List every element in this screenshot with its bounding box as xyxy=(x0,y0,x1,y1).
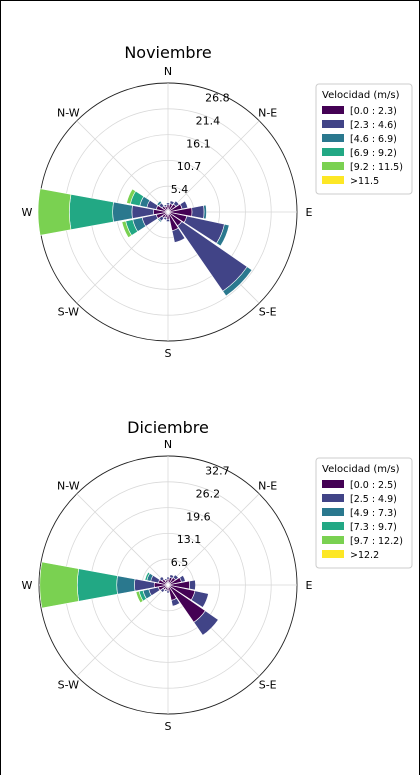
direction-label: N xyxy=(164,438,172,451)
windrose-bar xyxy=(163,578,168,582)
windrose-bar xyxy=(171,227,186,243)
legend-swatch xyxy=(322,522,344,530)
grid-spoke xyxy=(167,120,260,213)
windrose-bar xyxy=(112,201,133,223)
windrose-chart-1: Noviembre 5.4 10.7 16.1 21.4 26.8 N N-E E S-E S S-W… xyxy=(22,43,413,360)
grid-spoke xyxy=(167,493,260,586)
windrose-bar xyxy=(203,204,207,220)
windrose-bar xyxy=(135,590,144,604)
windrose-bar xyxy=(166,202,170,206)
direction-label: E xyxy=(306,579,313,592)
legend-swatch xyxy=(322,134,344,142)
legend: Velocidad (m/s) [0.0 : 2.5) [2.5 : 4.9) [4.… xyxy=(315,457,413,569)
ring-label: 16.1 xyxy=(186,137,211,150)
legend-label: [4.6 : 6.9) xyxy=(350,134,397,145)
ring-label: 32.7 xyxy=(205,465,230,478)
grid-spoke xyxy=(76,211,169,304)
windrose-bar xyxy=(179,200,189,210)
windrose-bar xyxy=(69,193,114,231)
ring-label: 21.4 xyxy=(196,114,221,127)
direction-label: S-W xyxy=(58,679,80,692)
windrose-bar xyxy=(163,204,168,208)
windrose-chart-2: Diciembre 6.5 13.1 19.6 26.2 32.7 N N-E E S-E S S-W… xyxy=(22,418,413,733)
legend-swatch xyxy=(322,480,344,488)
windrose-bar xyxy=(169,200,175,206)
direction-label: S-W xyxy=(58,306,80,319)
legend-label: >11.5 xyxy=(350,176,379,187)
windrose-bar xyxy=(222,266,253,297)
windrose-bar xyxy=(169,574,175,579)
direction-label: W xyxy=(22,206,33,219)
chart-title: Diciembre xyxy=(127,418,209,437)
grid-spoke xyxy=(76,493,169,586)
windrose-bar xyxy=(165,218,171,222)
legend-swatch xyxy=(322,176,344,184)
windrose-bar xyxy=(37,188,72,236)
legend-title: Velocidad (m/s) xyxy=(322,464,400,475)
windrose-bar xyxy=(166,590,170,594)
windrose-bar xyxy=(188,579,196,591)
ring-label: 26.8 xyxy=(205,92,230,105)
legend-label: [0.0 : 2.5) xyxy=(350,480,397,491)
legend-swatch xyxy=(322,120,344,128)
legend-swatch xyxy=(322,148,344,156)
direction-label: E xyxy=(306,206,313,219)
legend-swatch xyxy=(322,494,344,502)
windrose-bar xyxy=(156,200,163,207)
windrose-bar xyxy=(144,571,151,581)
legend-swatch xyxy=(322,550,344,558)
legend: Velocidad (m/s) [0.0 : 2.3) [2.3 : 4.6) [4.… xyxy=(315,83,413,195)
ring-label: 5.4 xyxy=(171,183,189,196)
legend-label: [2.5 : 4.9) xyxy=(350,494,397,505)
windrose-bar xyxy=(116,575,136,595)
windrose-bar xyxy=(159,576,165,582)
legend-label: [2.3 : 4.6) xyxy=(350,120,397,131)
direction-label: S xyxy=(165,347,172,360)
windrose-bar xyxy=(190,590,209,608)
windrose-bar xyxy=(170,597,181,607)
legend-label: [4.9 : 7.3) xyxy=(350,508,397,519)
direction-label: N-E xyxy=(258,106,277,119)
direction-label: N-E xyxy=(258,479,277,492)
windrose-bar xyxy=(157,217,163,223)
legend-swatch xyxy=(322,536,344,544)
legend-label: [0.0 : 2.3) xyxy=(350,106,397,117)
windrose-bar xyxy=(121,220,133,239)
grid-spoke xyxy=(76,584,169,677)
legend-label: [6.9 : 9.2) xyxy=(350,148,397,159)
chart-title: Noviembre xyxy=(124,43,211,62)
legend-swatch xyxy=(322,508,344,516)
grid-spoke xyxy=(76,120,169,213)
windrose-bar xyxy=(191,205,205,219)
windrose-bar xyxy=(179,574,186,583)
windrose-bar xyxy=(173,200,180,207)
legend-label: [9.7 : 12.2) xyxy=(350,536,403,547)
ring-label: 13.1 xyxy=(177,533,202,546)
direction-label: S-E xyxy=(259,306,277,319)
legend-swatch xyxy=(322,162,344,170)
ring-label: 26.2 xyxy=(196,487,221,500)
legend-label: >12.2 xyxy=(350,550,379,561)
ring-label: 6.5 xyxy=(171,556,189,569)
legend-label: [9.2 : 11.5) xyxy=(350,162,403,173)
direction-label: S-E xyxy=(259,679,277,692)
windrose-bar xyxy=(193,610,219,636)
ring-label: 19.6 xyxy=(186,510,211,523)
direction-label: N xyxy=(164,65,172,78)
windrose-bar xyxy=(39,561,80,609)
direction-label: S xyxy=(165,720,172,733)
legend-label: [7.3 : 9.7) xyxy=(350,522,397,533)
ring-label: 10.7 xyxy=(177,160,202,173)
windrose-bar xyxy=(126,188,137,205)
windrose-bar xyxy=(166,576,170,580)
direction-label: N-W xyxy=(57,479,80,492)
legend-swatch xyxy=(322,106,344,114)
legend-title: Velocidad (m/s) xyxy=(322,90,400,101)
direction-label: N-W xyxy=(57,106,80,119)
windrose-bar xyxy=(216,223,230,247)
windrose-bar xyxy=(77,568,118,602)
windrose-bar xyxy=(172,574,179,581)
direction-label: W xyxy=(22,579,33,592)
